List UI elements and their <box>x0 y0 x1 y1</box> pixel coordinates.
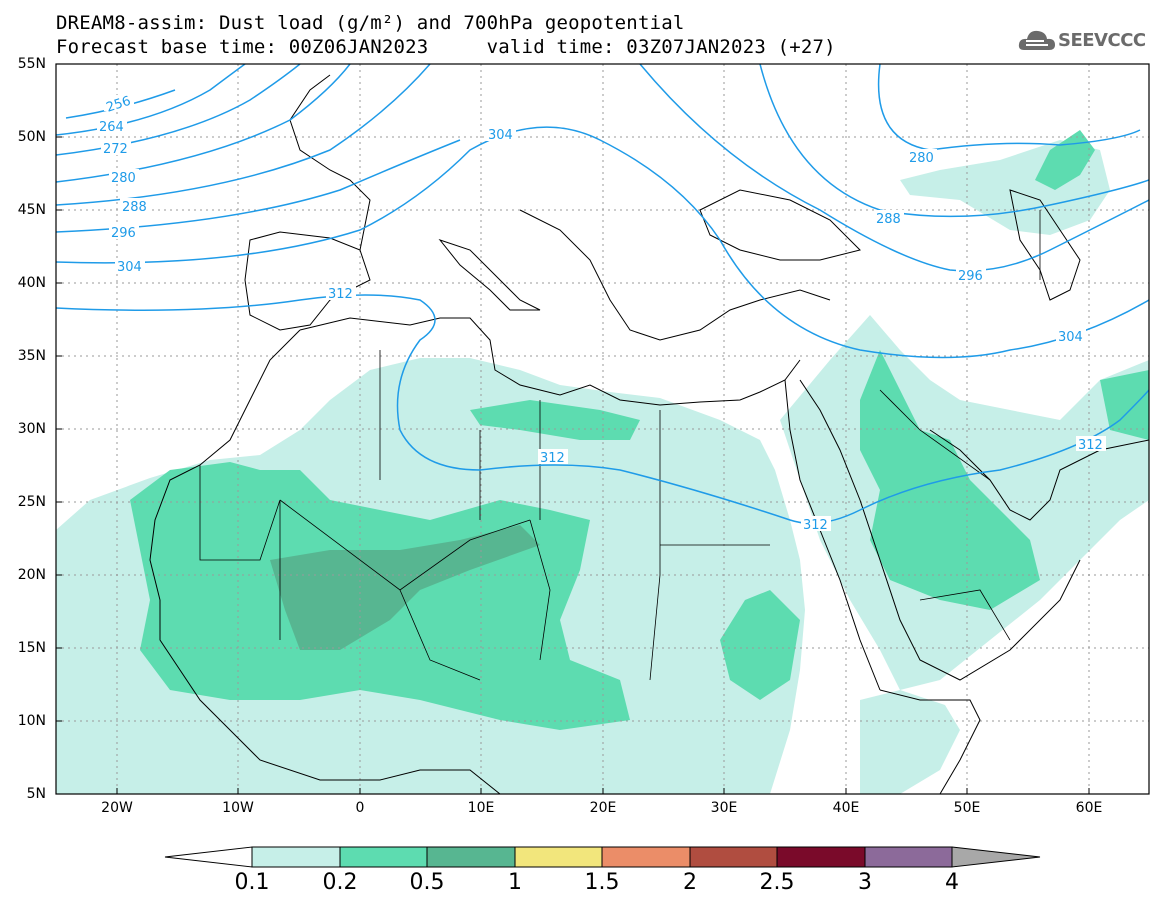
contour-label-312-east: 312 <box>1078 438 1103 453</box>
lon-label: 10W <box>222 800 254 816</box>
cloud-icon <box>1018 30 1055 50</box>
colorbar-label: 4 <box>945 870 959 895</box>
contour-280-east <box>877 64 1141 151</box>
dust-region-light-horn <box>860 690 960 794</box>
coast-west-africa <box>149 329 501 794</box>
dust-region-medium-sudan <box>720 590 800 700</box>
colorbar-bin-5 <box>689 846 778 868</box>
dust-region-medium-caspian <box>1035 130 1095 190</box>
colorbar-label: 1 <box>508 870 522 895</box>
contour-label-272: 272 <box>103 142 128 157</box>
colorbar-bin-1 <box>339 846 428 868</box>
colorbar-label: 3 <box>858 870 872 895</box>
lon-label: 0 <box>355 800 365 816</box>
lon-label: 30E <box>710 800 738 816</box>
colorbar-bin-0 <box>251 846 341 868</box>
contour-label-256: 256 <box>104 94 132 116</box>
contour-label-304-central: 304 <box>488 128 513 143</box>
colorbar-min-arrow <box>164 846 253 868</box>
lon-label: 20E <box>589 800 617 816</box>
lon-label: 50E <box>953 800 981 816</box>
lat-label: 50N <box>17 129 46 145</box>
coast-italy <box>438 238 541 311</box>
lat-label: 55N <box>17 56 46 72</box>
dust-region-medium-libya <box>470 400 640 440</box>
contour-label-312-redsea: 312 <box>803 518 828 533</box>
colorbar-label: 2 <box>683 870 697 895</box>
contour-label-288-east: 288 <box>876 212 901 227</box>
geopotential-contours <box>56 64 1149 525</box>
axis-ticks <box>56 136 1090 794</box>
coast-black-sea <box>699 189 861 261</box>
graticule <box>56 64 1149 794</box>
colorbar-label: 2.5 <box>759 870 795 895</box>
dust-region-medium-iran <box>1100 370 1149 440</box>
coast-persian-gulf <box>929 429 1149 521</box>
country-borders <box>199 210 1041 681</box>
lat-label: 20N <box>17 567 46 583</box>
coast-horn <box>879 689 981 794</box>
lon-label: 20W <box>101 800 133 816</box>
contour-label-312-central: 312 <box>540 451 565 466</box>
seevccc-logo: SEEVCCC <box>1018 24 1150 58</box>
contour-label-296-east: 296 <box>958 269 983 284</box>
contour-label-304-east: 304 <box>1058 330 1083 345</box>
lat-label: 5N <box>26 786 46 802</box>
contour-312 <box>56 294 1149 525</box>
coast-caspian <box>1009 189 1081 301</box>
contour-labels: 256 264 272 280 280 288 288 296 296 304 … <box>97 94 1106 533</box>
contour-label-264: 264 <box>99 120 124 135</box>
coast-north-africa <box>299 317 801 406</box>
lat-label: 10N <box>17 713 46 729</box>
contour-296 <box>56 139 461 233</box>
coast-balkans-greece <box>519 209 831 341</box>
map-title: DREAM8-assim: Dust load (g/m²) and 700hP… <box>56 12 685 34</box>
colorbar-bin-4 <box>601 846 691 868</box>
colorbar-bin-2 <box>426 846 516 868</box>
contour-296-east <box>639 64 1149 272</box>
contour-272 <box>56 64 301 156</box>
coast-red-sea-east <box>799 379 1081 681</box>
logo-text: SEEVCCC <box>1058 30 1146 51</box>
dust-load-shading <box>56 130 1149 794</box>
colorbar-bin-3 <box>514 846 603 868</box>
contour-label-288: 288 <box>122 200 147 215</box>
dust-region-dark-sahel <box>270 525 540 650</box>
contour-288 <box>56 64 431 206</box>
colorbar-bin-6 <box>776 846 866 868</box>
colorbar-max-arrow <box>951 846 1041 868</box>
contour-288-east <box>759 64 1149 218</box>
colorbar-label: 0.5 <box>409 870 445 895</box>
coast-iberia <box>244 231 371 331</box>
lat-label: 40N <box>17 275 46 291</box>
coast-france-uk <box>289 74 371 251</box>
contour-304 <box>56 126 1149 359</box>
lon-label: 10E <box>467 800 495 816</box>
lat-label: 15N <box>17 640 46 656</box>
lat-label: 30N <box>17 421 46 437</box>
colorbar-label: 1.5 <box>584 870 620 895</box>
contour-label-296: 296 <box>111 226 136 241</box>
contour-label-280-east: 280 <box>909 151 934 166</box>
contour-label-280: 280 <box>111 171 136 186</box>
lon-label: 40E <box>832 800 860 816</box>
colorbar-label: 0.1 <box>234 870 270 895</box>
coastlines <box>149 74 1149 794</box>
contour-label-312: 312 <box>328 287 353 302</box>
lat-label: 45N <box>17 202 46 218</box>
colorbar <box>164 846 1041 868</box>
lat-label: 35N <box>17 348 46 364</box>
colorbar-bin-7 <box>864 846 953 868</box>
contour-label-304: 304 <box>117 260 142 275</box>
lon-label: 60E <box>1075 800 1103 816</box>
contour-264 <box>56 64 246 136</box>
forecast-time-line: Forecast base time: 00Z06JAN2023 valid t… <box>56 36 836 58</box>
colorbar-label: 0.2 <box>322 870 358 895</box>
lat-label: 25N <box>17 494 46 510</box>
